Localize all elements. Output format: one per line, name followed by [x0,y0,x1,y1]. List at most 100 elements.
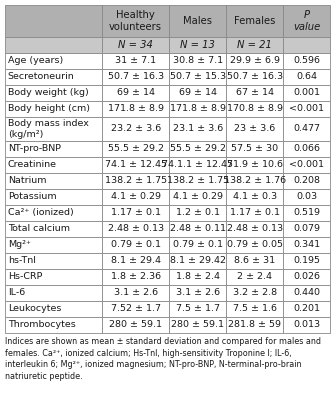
Text: 138.2 ± 1.75: 138.2 ± 1.75 [105,176,167,185]
Bar [169,173,226,189]
Text: 171.8 ± 8.9: 171.8 ± 8.9 [108,104,164,113]
Text: 23.2 ± 3.6: 23.2 ± 3.6 [111,124,161,133]
Text: Healthy
volunteers: Healthy volunteers [109,10,162,32]
Text: 0.341: 0.341 [293,240,320,249]
Bar [169,221,226,237]
Bar [283,5,330,37]
Text: 0.79 ± 0.1: 0.79 ± 0.1 [173,240,223,249]
Bar [5,317,102,333]
Bar [5,85,102,101]
Text: 2 ± 2.4: 2 ± 2.4 [237,272,272,281]
Bar [169,117,226,141]
Text: 0.066: 0.066 [293,144,320,153]
Text: 7.5 ± 1.7: 7.5 ± 1.7 [176,304,220,313]
Bar [5,117,102,141]
Bar [102,301,169,317]
Bar [169,69,226,85]
Text: 1.8 ± 2.36: 1.8 ± 2.36 [111,272,161,281]
Bar [102,157,169,173]
Text: Thrombocytes: Thrombocytes [8,320,75,329]
Bar [226,221,283,237]
Text: 69 ± 14: 69 ± 14 [179,88,217,97]
Bar [283,189,330,205]
Bar [5,173,102,189]
Bar [226,53,283,69]
Bar [226,85,283,101]
Bar [283,141,330,157]
Bar [226,37,283,53]
Bar [169,253,226,269]
Bar [283,53,330,69]
Bar [169,301,226,317]
Bar [5,221,102,237]
Bar [5,69,102,85]
Text: NT-pro-BNP: NT-pro-BNP [8,144,61,153]
Text: 0.079: 0.079 [293,224,320,233]
Bar [226,69,283,85]
Bar [169,5,226,37]
Bar [226,5,283,37]
Text: 3.1 ± 2.6: 3.1 ± 2.6 [114,288,158,297]
Bar [226,157,283,173]
Bar [102,189,169,205]
Text: 69 ± 14: 69 ± 14 [117,88,155,97]
Bar [226,205,283,221]
Bar [283,69,330,85]
Text: 1.17 ± 0.1: 1.17 ± 0.1 [111,208,161,217]
Bar [226,141,283,157]
Bar [283,269,330,285]
Bar [102,285,169,301]
Text: <0.001: <0.001 [289,104,324,113]
Text: 55.5 ± 29.2: 55.5 ± 29.2 [108,144,164,153]
Text: Secretoneurin: Secretoneurin [8,72,74,81]
Text: 0.026: 0.026 [293,272,320,281]
Bar [102,85,169,101]
Text: 2.48 ± 0.13: 2.48 ± 0.13 [108,224,164,233]
Bar [283,301,330,317]
Text: Mg²⁺: Mg²⁺ [8,240,31,249]
Bar [283,157,330,173]
Bar [169,285,226,301]
Text: 23.1 ± 3.6: 23.1 ± 3.6 [173,124,223,133]
Text: 4.1 ± 0.29: 4.1 ± 0.29 [173,192,223,201]
Bar [226,285,283,301]
Text: Body height (cm): Body height (cm) [8,104,90,113]
Text: 170.8 ± 8.9: 170.8 ± 8.9 [226,104,283,113]
Text: 29.9 ± 6.9: 29.9 ± 6.9 [229,56,280,65]
Bar [169,85,226,101]
Text: 31 ± 7.1: 31 ± 7.1 [115,56,156,65]
Bar [226,101,283,117]
Bar [102,173,169,189]
Text: 7.5 ± 1.6: 7.5 ± 1.6 [232,304,277,313]
Bar [283,205,330,221]
Text: 0.03: 0.03 [296,192,317,201]
Bar [102,141,169,157]
Text: Total calcium: Total calcium [8,224,70,233]
Bar [226,189,283,205]
Bar [169,53,226,69]
Bar [226,317,283,333]
Text: 138.2 ± 1.75: 138.2 ± 1.75 [166,176,229,185]
Text: N = 13: N = 13 [180,40,215,50]
Text: 171.8 ± 8.9: 171.8 ± 8.9 [170,104,226,113]
Bar [226,253,283,269]
Text: 4.1 ± 0.3: 4.1 ± 0.3 [232,192,277,201]
Bar [5,237,102,253]
Text: 57.5 ± 30: 57.5 ± 30 [231,144,278,153]
Text: 71.9 ± 10.6: 71.9 ± 10.6 [226,160,283,169]
Bar [283,317,330,333]
Bar [5,205,102,221]
Text: 0.596: 0.596 [293,56,320,65]
Text: 74.1.1 ± 12.45: 74.1.1 ± 12.45 [162,160,233,169]
Text: Age (years): Age (years) [8,56,63,65]
Bar [5,101,102,117]
Bar [102,221,169,237]
Bar [226,237,283,253]
Text: 3.1 ± 2.6: 3.1 ± 2.6 [176,288,220,297]
Bar [5,269,102,285]
Bar [226,269,283,285]
Bar [102,53,169,69]
Bar [169,157,226,173]
Bar [102,269,169,285]
Text: 0.519: 0.519 [293,208,320,217]
